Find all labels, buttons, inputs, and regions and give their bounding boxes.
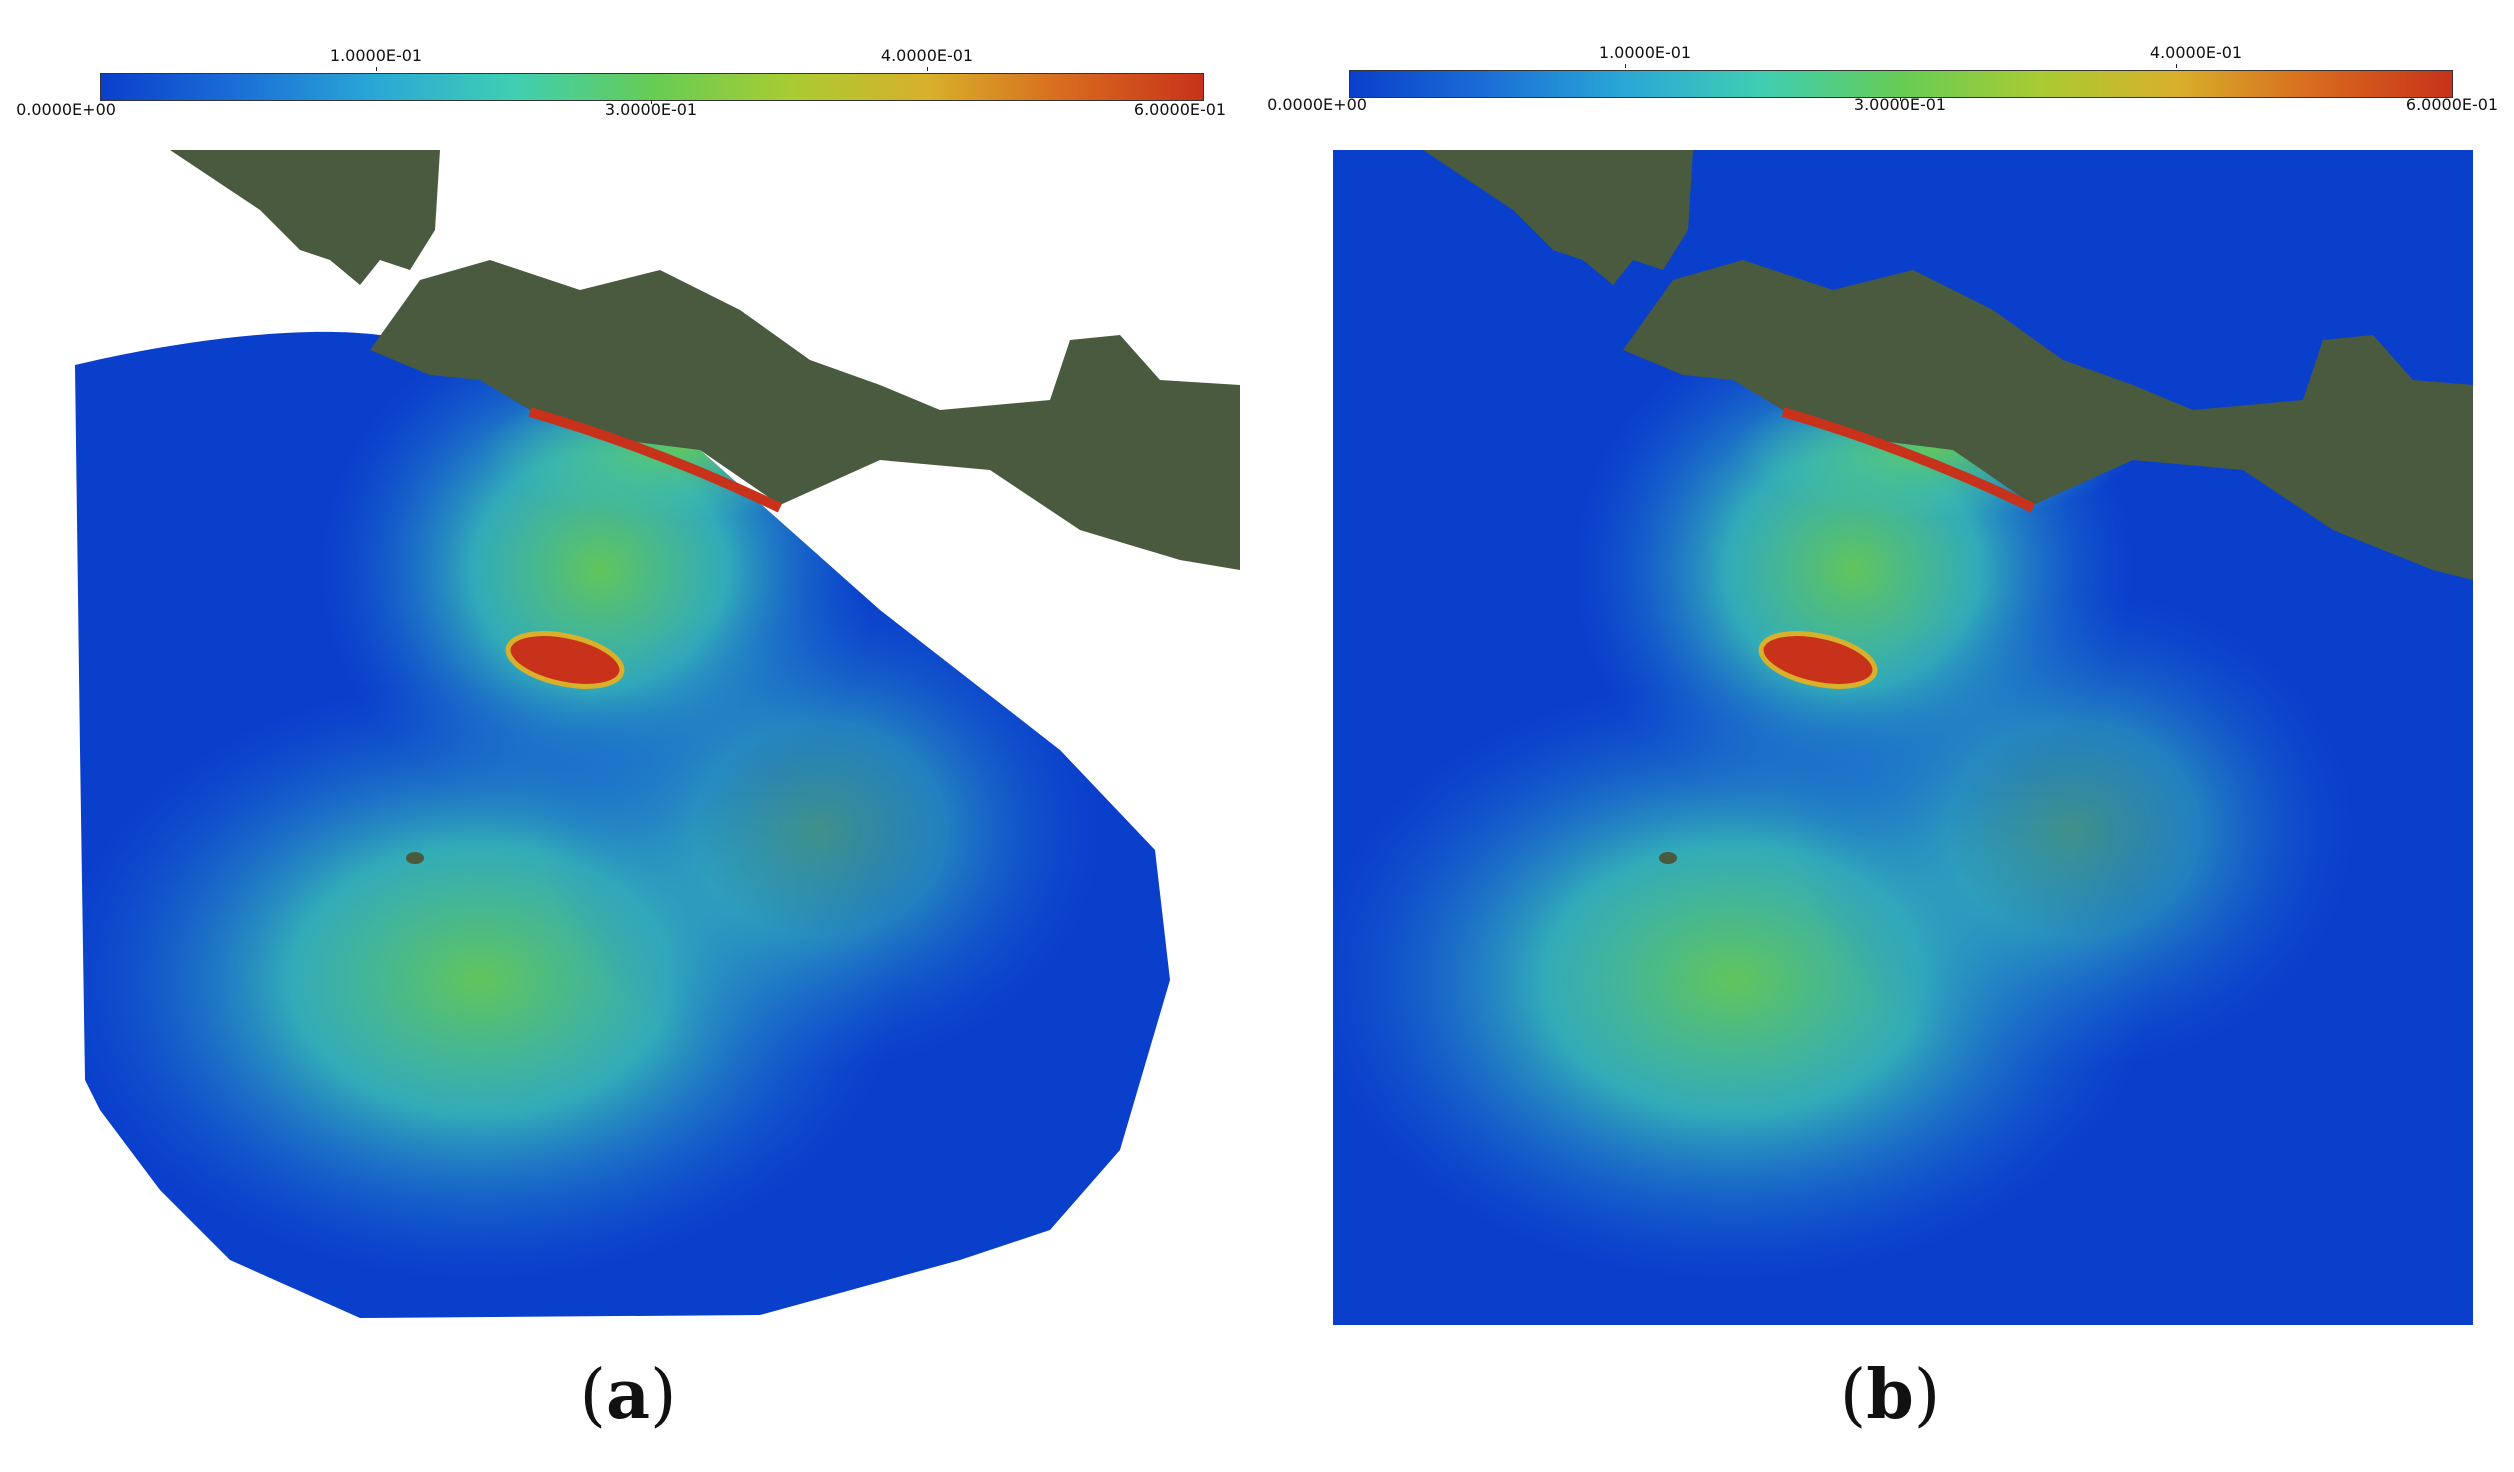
panel-label-b: (b) bbox=[1839, 1355, 1941, 1435]
colorbar-label-min: 0.0000E+00 bbox=[16, 100, 116, 119]
colorbar-label-upper-2: 4.0000E-01 bbox=[2149, 43, 2243, 62]
wave-height-map-a bbox=[75, 150, 1240, 1318]
colorbar-tick bbox=[2176, 64, 2177, 68]
panel-a: 1.0000E-01 4.0000E-01 0.0000E+00 3.0000E… bbox=[16, 46, 1240, 1435]
colorbar-a bbox=[100, 73, 1204, 101]
colorbar-label-mid: 3.0000E-01 bbox=[1853, 95, 1947, 114]
colorbar-tick bbox=[1900, 97, 1901, 101]
land-java bbox=[1623, 260, 2473, 580]
colorbar-label-max: 6.0000E-01 bbox=[2405, 95, 2499, 114]
panel-b: 1.0000E-01 4.0000E-01 0.0000E+00 3.0000E… bbox=[1257, 0, 2514, 1472]
coastal-peak bbox=[528, 407, 783, 513]
colorbar-tick bbox=[1625, 64, 1626, 68]
source-peak bbox=[1758, 631, 1878, 689]
colorbar-tick bbox=[927, 67, 928, 71]
colorbar-label-upper-1: 1.0000E-01 bbox=[1598, 43, 1692, 62]
colorbar-b bbox=[1349, 70, 2453, 98]
wave-height-map-b bbox=[1333, 150, 2473, 1325]
colorbar-label-max: 6.0000E-01 bbox=[1133, 100, 1227, 119]
colorbar-label-mid: 3.0000E-01 bbox=[604, 100, 698, 119]
land-java bbox=[370, 260, 1240, 570]
colorbar-tick bbox=[376, 67, 377, 71]
wave-lobe-east bbox=[540, 590, 1100, 1070]
source-peak bbox=[505, 631, 625, 689]
colorbar-label-upper-2: 4.0000E-01 bbox=[880, 46, 974, 65]
colorbar-tick bbox=[651, 100, 652, 104]
land-sumatra bbox=[1423, 150, 1693, 285]
colorbar-label-upper-1: 1.0000E-01 bbox=[329, 46, 423, 65]
coastal-peak bbox=[1781, 407, 2036, 513]
wave-lobe-east bbox=[1793, 590, 2353, 1070]
land-sumatra bbox=[170, 150, 440, 285]
small-island bbox=[406, 852, 424, 864]
colorbar-label-min: 0.0000E+00 bbox=[1267, 95, 1367, 114]
panel-label-a: (a) bbox=[579, 1355, 677, 1435]
small-island bbox=[1659, 852, 1677, 864]
